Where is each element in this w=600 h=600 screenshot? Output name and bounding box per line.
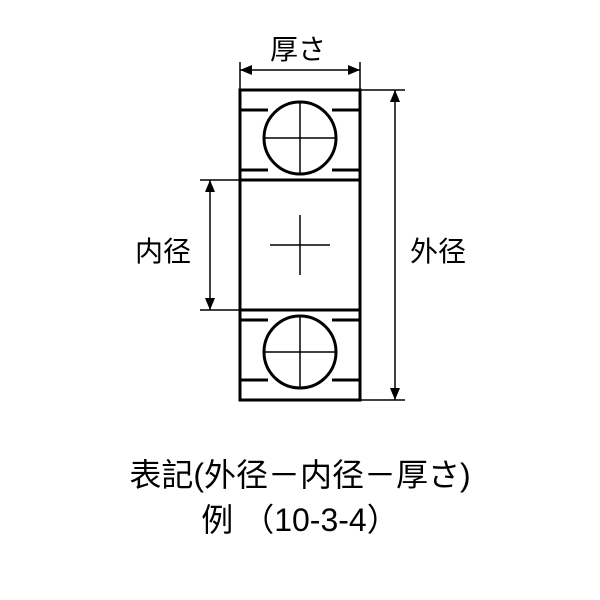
inner-diameter-label: 内径: [135, 230, 191, 270]
outer-diameter-label: 外径: [410, 230, 466, 270]
thickness-label: 厚さ: [270, 28, 326, 68]
caption-line-1: 表記(外径－内径－厚さ): [0, 450, 600, 496]
diagram-canvas: 厚さ 内径 外径 表記(外径－内径－厚さ) 例 （10-3-4）: [0, 0, 600, 600]
caption-line-2: 例 （10-3-4）: [0, 495, 600, 541]
